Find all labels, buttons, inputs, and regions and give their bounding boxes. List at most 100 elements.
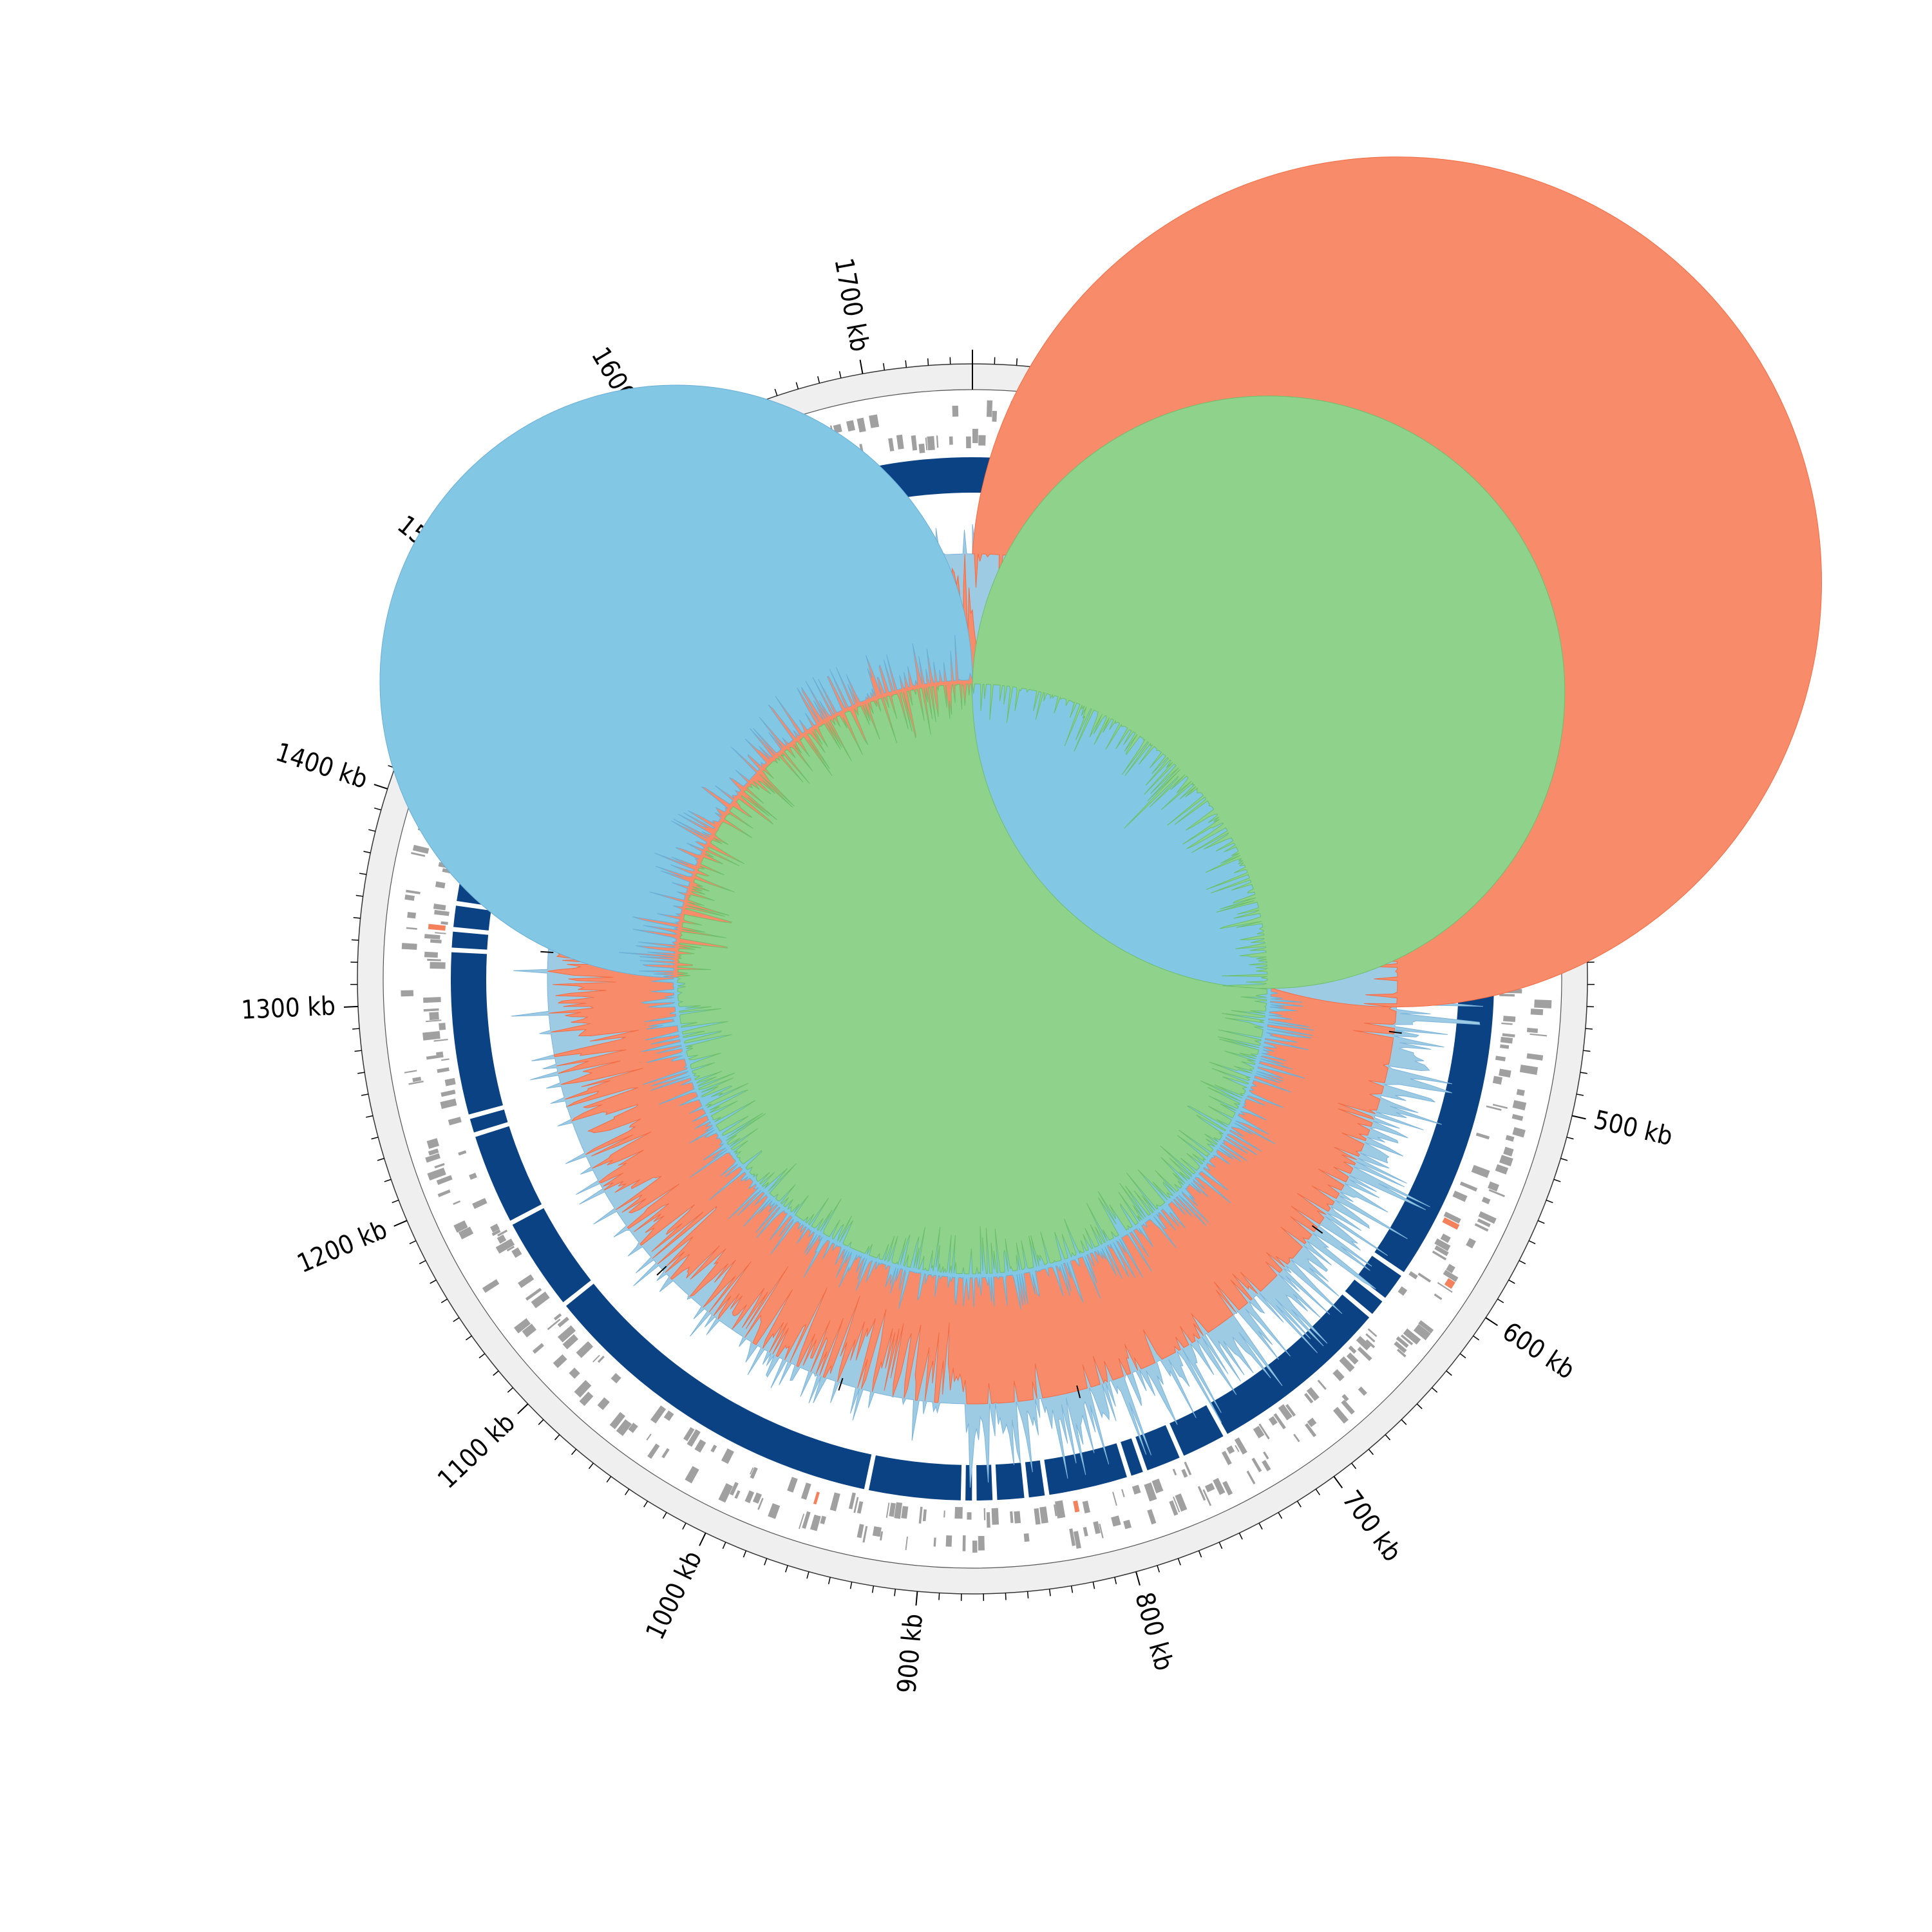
minor-tick xyxy=(409,1240,417,1244)
cds-feature xyxy=(1278,1404,1293,1421)
cds-feature xyxy=(424,951,438,958)
cds-feature xyxy=(1500,1044,1510,1049)
cds-feature xyxy=(1526,1053,1544,1061)
cds-feature xyxy=(628,1423,638,1434)
tick-label: 600 kb xyxy=(1497,1317,1580,1386)
minor-tick xyxy=(384,1179,392,1182)
minor-tick xyxy=(554,1434,560,1441)
cds-feature xyxy=(404,895,415,901)
cds-feature xyxy=(862,1526,868,1543)
cds-feature xyxy=(1356,1336,1371,1350)
cds-feature xyxy=(1253,1425,1265,1439)
minor-tick xyxy=(1296,1501,1302,1508)
tick-label: 500 kb xyxy=(1591,1105,1676,1151)
cds-feature xyxy=(553,1354,567,1368)
minor-tick xyxy=(419,1260,426,1265)
cds-feature xyxy=(1486,1105,1502,1111)
cds-feature xyxy=(448,1117,462,1126)
cds-feature xyxy=(422,1031,440,1041)
cds-feature xyxy=(423,997,441,1003)
cds-feature xyxy=(423,1008,439,1012)
cds-feature xyxy=(1477,1218,1491,1227)
minor-tick xyxy=(588,1463,594,1470)
tick-label: 700 kb xyxy=(1336,1485,1407,1567)
cds-feature xyxy=(833,424,842,433)
cds-feature xyxy=(1446,1264,1455,1273)
cds-feature xyxy=(1293,1434,1300,1443)
cds-feature xyxy=(490,1224,500,1233)
cds-feature xyxy=(576,1341,594,1358)
cds-feature xyxy=(872,1526,882,1537)
cds-feature xyxy=(798,1513,805,1530)
cds-feature xyxy=(972,428,978,444)
cds-feature xyxy=(787,1477,798,1493)
contig-block xyxy=(976,1464,993,1501)
minor-tick xyxy=(366,1115,374,1118)
cds-feature xyxy=(646,1434,652,1441)
cds-feature xyxy=(436,1051,444,1056)
cds-feature xyxy=(425,1153,440,1163)
cds-feature xyxy=(857,417,866,433)
cds-feature xyxy=(426,1138,440,1150)
gc-marker xyxy=(656,1265,667,1276)
cds-feature xyxy=(406,889,421,895)
cds-feature xyxy=(1132,1484,1141,1495)
minor-tick xyxy=(1528,1240,1536,1244)
cds-feature xyxy=(1512,1127,1526,1138)
cds-feature xyxy=(1443,1269,1459,1282)
minor-tick xyxy=(1238,1533,1243,1540)
cds-feature xyxy=(1235,1444,1240,1452)
gc-marker xyxy=(1311,1225,1323,1234)
cds-feature xyxy=(1121,1489,1125,1497)
cds-feature xyxy=(1495,1164,1509,1175)
contig-block xyxy=(565,1283,872,1490)
minor-tick xyxy=(1114,1577,1117,1584)
cds-feature xyxy=(1144,1482,1157,1502)
contig-block xyxy=(1357,1255,1401,1298)
cds-feature xyxy=(440,1098,457,1109)
minor-tick xyxy=(905,360,907,368)
cds-feature xyxy=(1499,1155,1513,1167)
cds-feature xyxy=(749,1467,754,1475)
minor-tick xyxy=(1005,1593,1007,1600)
cds-feature xyxy=(453,1220,468,1233)
cds-feature xyxy=(983,1508,986,1520)
tick-label: 1400 kb xyxy=(272,737,371,795)
minor-tick xyxy=(1016,358,1018,366)
cds-feature xyxy=(597,1356,605,1363)
cds-feature xyxy=(734,1490,741,1499)
cds-feature xyxy=(406,927,417,930)
minor-tick xyxy=(430,1279,437,1284)
minor-tick xyxy=(764,1558,768,1566)
cds-feature xyxy=(427,958,441,961)
cds-feature xyxy=(1471,1164,1490,1179)
minor-tick xyxy=(883,363,886,370)
cds-feature xyxy=(972,1540,978,1553)
minor-tick xyxy=(453,1317,460,1322)
minor-tick xyxy=(1368,1448,1374,1455)
cds-feature xyxy=(1526,1027,1539,1034)
minor-tick xyxy=(355,895,363,897)
cds-feature xyxy=(721,1448,734,1464)
minor-tick xyxy=(1537,1220,1545,1224)
cds-feature xyxy=(597,1397,610,1410)
cds-feature xyxy=(1434,1293,1443,1300)
cds-feature xyxy=(1039,1506,1048,1524)
minor-tick xyxy=(1157,1565,1160,1573)
cds-feature xyxy=(522,1323,536,1338)
cds-feature xyxy=(1306,1387,1320,1401)
cds-feature xyxy=(954,1506,963,1519)
contig-block xyxy=(868,1455,962,1501)
cds-feature xyxy=(411,851,426,857)
minor-tick xyxy=(352,1028,360,1030)
cds-feature xyxy=(752,1492,762,1504)
minor-tick xyxy=(357,1072,365,1074)
cds-feature xyxy=(1365,1333,1376,1343)
cds-feature xyxy=(1413,1324,1431,1341)
cds-feature xyxy=(1222,1481,1233,1496)
cds-feature xyxy=(424,934,440,940)
cds-feature xyxy=(428,1148,439,1156)
cds-feature xyxy=(1440,1233,1451,1244)
minor-tick xyxy=(1278,1512,1283,1519)
